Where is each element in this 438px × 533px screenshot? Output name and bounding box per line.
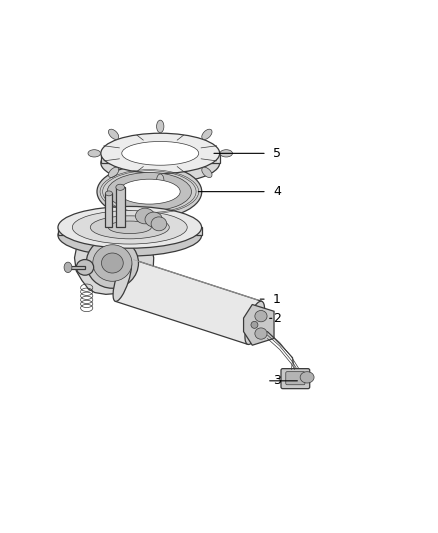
Ellipse shape (122, 141, 199, 165)
FancyBboxPatch shape (286, 372, 305, 385)
Ellipse shape (88, 150, 101, 157)
Ellipse shape (107, 173, 191, 211)
Ellipse shape (109, 129, 119, 140)
Text: 2: 2 (273, 312, 281, 325)
Ellipse shape (97, 165, 202, 219)
Polygon shape (106, 193, 113, 228)
Ellipse shape (255, 311, 267, 322)
Ellipse shape (116, 184, 124, 190)
Ellipse shape (157, 120, 164, 133)
Ellipse shape (101, 143, 219, 183)
Polygon shape (58, 228, 201, 235)
Text: 5: 5 (273, 147, 281, 160)
Ellipse shape (151, 217, 167, 231)
Ellipse shape (102, 253, 123, 273)
Polygon shape (115, 259, 262, 344)
Ellipse shape (90, 216, 169, 239)
Ellipse shape (58, 214, 201, 256)
Ellipse shape (119, 179, 180, 204)
Ellipse shape (251, 321, 258, 328)
Ellipse shape (245, 301, 265, 344)
Polygon shape (69, 265, 85, 269)
Polygon shape (101, 154, 219, 163)
Ellipse shape (113, 258, 131, 302)
Ellipse shape (58, 206, 201, 248)
Polygon shape (244, 304, 274, 345)
Ellipse shape (145, 212, 162, 227)
Ellipse shape (86, 238, 138, 288)
Ellipse shape (220, 150, 233, 157)
Ellipse shape (202, 129, 212, 140)
Ellipse shape (72, 211, 187, 244)
Ellipse shape (300, 372, 314, 383)
Text: 1: 1 (273, 293, 281, 305)
Polygon shape (74, 227, 154, 294)
Ellipse shape (93, 245, 132, 281)
Ellipse shape (157, 174, 164, 187)
Ellipse shape (101, 133, 219, 173)
Ellipse shape (106, 191, 113, 196)
Ellipse shape (202, 167, 212, 177)
Ellipse shape (135, 208, 155, 224)
Ellipse shape (255, 328, 267, 339)
Polygon shape (116, 187, 124, 228)
Ellipse shape (108, 221, 151, 233)
Ellipse shape (76, 260, 94, 275)
Text: 3: 3 (273, 374, 281, 387)
Text: 4: 4 (273, 185, 281, 198)
Ellipse shape (64, 262, 72, 272)
Ellipse shape (109, 167, 119, 177)
FancyBboxPatch shape (281, 369, 310, 389)
